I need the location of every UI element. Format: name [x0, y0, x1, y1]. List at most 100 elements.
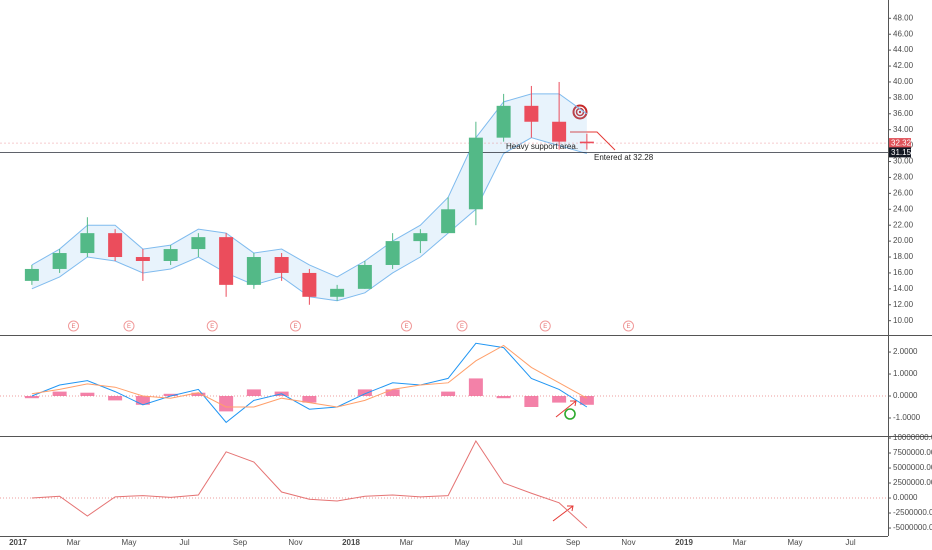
candle-body	[496, 105, 511, 138]
histogram-bar	[441, 391, 456, 396]
x-tick-label: 2017	[9, 538, 27, 547]
annotation: Heavy support area.	[506, 142, 578, 151]
y-tick-label: 42.00	[893, 61, 914, 70]
y-tick-label: 30.00	[893, 157, 914, 166]
volume-arrow	[552, 505, 574, 522]
y-tick-label: 24.00	[893, 204, 914, 213]
histogram-bar	[302, 396, 317, 403]
y-tick-label: 12.00	[893, 300, 914, 309]
y-tick-label: 2.0000	[893, 347, 918, 356]
annotation: Entered at 32.28	[594, 153, 654, 162]
candle-body	[385, 241, 400, 265]
y-tick-label: 2500000.0000	[893, 478, 932, 487]
x-tick-label: Mar	[733, 538, 747, 547]
y-tick-label: 16.00	[893, 268, 914, 277]
y-tick-label: 22.00	[893, 220, 914, 229]
histogram-bar	[552, 396, 567, 403]
candle-body	[163, 249, 178, 261]
candle-body	[579, 141, 594, 144]
histogram-bar	[108, 396, 123, 401]
x-tick-label: 2018	[342, 538, 360, 547]
candle-body	[80, 233, 95, 254]
candle-body	[191, 237, 206, 250]
candle-body	[274, 257, 289, 273]
histogram-bar	[24, 396, 39, 399]
x-tick-label: Jul	[179, 538, 189, 547]
histogram-bar	[357, 389, 372, 396]
candle-body	[219, 237, 234, 285]
earnings-label: E	[71, 324, 75, 330]
earnings-label: E	[626, 324, 630, 330]
x-tick-label: Mar	[67, 538, 81, 547]
earnings-label: E	[127, 324, 131, 330]
x-tick-label: Jul	[845, 538, 855, 547]
earnings-label: E	[543, 324, 547, 330]
y-tick-label: 36.00	[893, 109, 914, 118]
histogram-bar	[52, 391, 67, 396]
y-tick-label: 0.0000	[893, 493, 918, 502]
candle-body	[108, 233, 123, 258]
candle-body	[24, 268, 39, 281]
price-label-box	[889, 138, 911, 149]
histogram-bar	[385, 389, 400, 396]
y-tick-label: 38.00	[893, 93, 914, 102]
x-tick-label: May	[454, 538, 469, 547]
earnings-marker	[68, 320, 79, 332]
y-tick-label: 26.00	[893, 188, 914, 197]
candle-body	[302, 272, 317, 297]
earnings-label: E	[210, 324, 214, 330]
earnings-marker	[401, 320, 412, 332]
y-tick-label: 10.00	[893, 316, 914, 325]
y-tick-label: 20.00	[893, 236, 914, 245]
y-tick-label: 46.00	[893, 29, 914, 38]
green-circle	[564, 408, 576, 420]
x-tick-label: 2019	[675, 538, 693, 547]
price-label: 32.32	[891, 139, 912, 148]
earnings-marker	[206, 320, 218, 332]
earnings-label: E	[293, 324, 297, 330]
candle-body	[524, 105, 539, 122]
candle-body	[330, 288, 345, 297]
earnings-marker	[539, 320, 551, 332]
candle-body	[52, 253, 67, 269]
histogram-bar	[219, 396, 234, 412]
entry-line	[570, 131, 616, 151]
y-tick-label: -5000000.0000	[893, 523, 932, 532]
y-tick-label: 0.0000	[893, 391, 918, 400]
candle-body	[468, 137, 483, 210]
x-tick-label: Sep	[566, 538, 581, 547]
candle-body	[413, 233, 428, 242]
candle-body	[135, 257, 150, 261]
histogram-bar	[496, 396, 511, 399]
histogram-bar	[80, 392, 95, 396]
histogram-bar	[191, 392, 206, 396]
price-label: 31.15	[891, 148, 912, 157]
y-tick-label: 18.00	[893, 252, 914, 261]
y-tick-label: 48.00	[893, 13, 914, 22]
earnings-marker	[290, 320, 301, 332]
candle-body	[357, 264, 372, 289]
series-line	[31, 344, 588, 408]
x-tick-label: Jul	[512, 538, 522, 547]
y-tick-label: 40.00	[893, 77, 914, 86]
y-tick-label: 44.00	[893, 45, 914, 54]
earnings-marker	[123, 320, 135, 332]
histogram-bar	[246, 389, 261, 396]
histogram-bar	[468, 378, 483, 396]
x-tick-label: Sep	[233, 538, 248, 547]
y-tick-label: 5000000.0000	[893, 463, 932, 472]
earnings-label: E	[460, 324, 464, 330]
x-tick-label: Mar	[400, 538, 414, 547]
histogram-bar	[524, 396, 539, 407]
x-tick-label: Nov	[621, 538, 635, 547]
earnings-label: E	[404, 324, 408, 330]
candle-body	[552, 121, 567, 142]
x-tick-label: May	[787, 538, 802, 547]
x-tick-label: May	[121, 538, 136, 547]
y-tick-label: 14.00	[893, 284, 914, 293]
macd-arrow	[555, 400, 577, 418]
histogram-bar	[135, 396, 150, 405]
price-label-box	[889, 147, 911, 158]
